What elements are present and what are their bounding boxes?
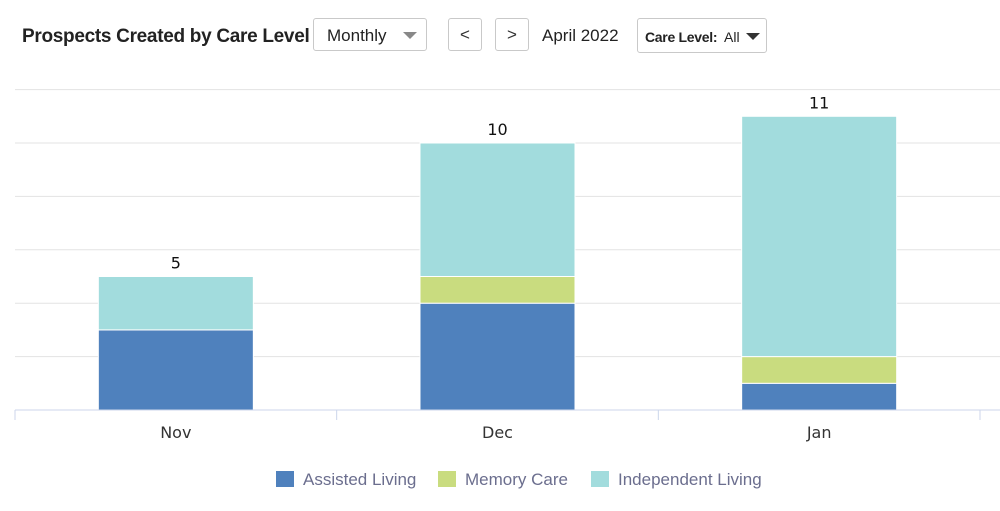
period-type-value: Monthly (327, 26, 387, 45)
bar-total-label: 10 (487, 120, 507, 139)
chevron-down-icon (403, 32, 417, 39)
x-tick-label: Dec (482, 423, 513, 442)
x-tick-label: Nov (160, 423, 191, 442)
caret-down-icon (746, 33, 760, 40)
care-level-value: All (724, 29, 740, 45)
period-type-select[interactable]: Monthly (313, 18, 427, 51)
bar-segment (419, 142, 576, 277)
legend-label: Assisted Living (303, 470, 417, 489)
chart-title: Prospects Created by Care Level (22, 26, 310, 47)
care-level-filter[interactable]: Care Level: All (637, 18, 767, 53)
bar-segment (741, 115, 898, 358)
bar-total-label: 11 (809, 93, 829, 112)
legend-label: Memory Care (465, 470, 568, 489)
legend-label: Independent Living (618, 470, 762, 489)
current-period: April 2022 (542, 26, 619, 45)
bar-segment (419, 302, 576, 411)
legend-swatch (591, 471, 609, 487)
next-period-button[interactable]: > (495, 18, 529, 51)
x-tick-label: Jan (806, 423, 832, 442)
bar-segment (741, 356, 898, 384)
stacked-bar-chart: 5 Nov 10 Dec 11 Jan (14, 89, 1000, 442)
chart-legend: Assisted Living Memory Care Independent Li… (0, 462, 1000, 498)
previous-period-button[interactable]: < (448, 18, 482, 51)
bar-segment (97, 329, 254, 411)
care-level-label: Care Level: (645, 29, 718, 45)
bar-segment (419, 276, 576, 304)
bar-total-label: 5 (171, 254, 181, 273)
bar-segment (97, 276, 254, 331)
chart-header: Prospects Created by Care Level Monthly … (0, 0, 1000, 70)
legend-swatch (276, 471, 294, 487)
legend-swatch (438, 471, 456, 487)
bar-segment (741, 382, 898, 411)
